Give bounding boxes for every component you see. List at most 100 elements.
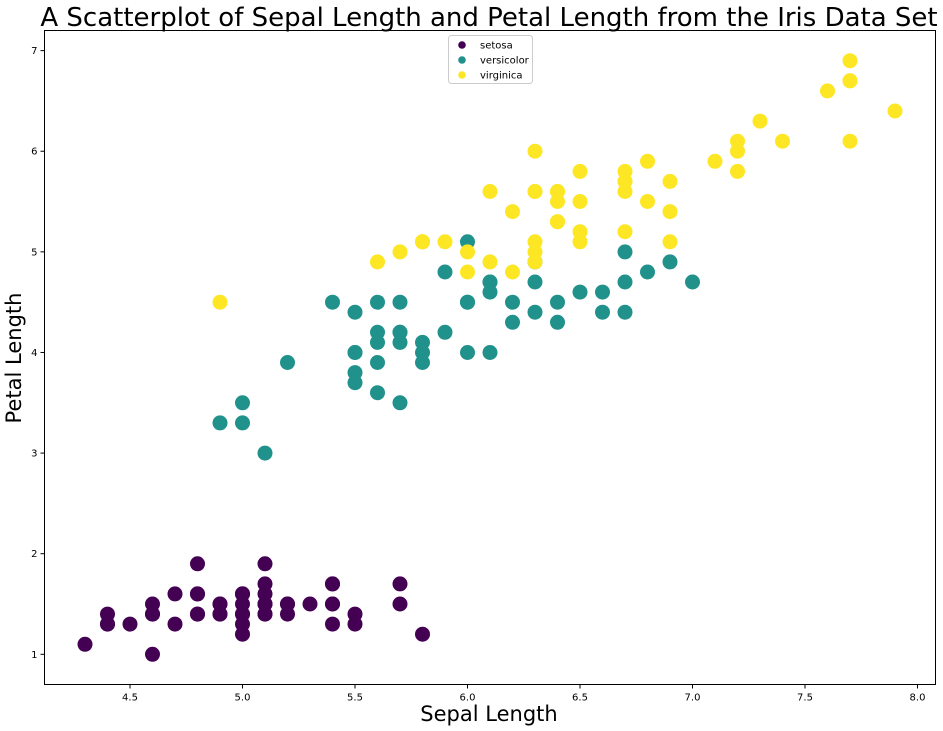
y-axis-label: Petal Length xyxy=(2,293,26,424)
versicolor-point xyxy=(415,345,430,360)
setosa-point xyxy=(167,586,183,602)
versicolor-point xyxy=(347,375,363,391)
virginica-point xyxy=(527,244,543,260)
virginica-point xyxy=(527,184,543,199)
virginica-point xyxy=(662,204,678,220)
virginica-point xyxy=(505,264,520,280)
virginica-point xyxy=(437,234,453,250)
virginica-point xyxy=(640,194,655,209)
setosa-point xyxy=(257,556,273,572)
setosa-point xyxy=(325,596,340,612)
y-tick-label: 4 xyxy=(31,348,37,359)
virginica-point xyxy=(460,264,475,280)
x-tick-label: 7.5 xyxy=(797,693,813,704)
setosa-point xyxy=(235,586,250,602)
x-tick-label: 6.5 xyxy=(572,693,588,704)
x-tick-label: 8.0 xyxy=(910,693,926,704)
virginica-point xyxy=(887,103,903,119)
versicolor-point xyxy=(460,294,475,310)
y-tick-label: 6 xyxy=(31,147,37,158)
versicolor-point xyxy=(640,264,655,280)
setosa-point xyxy=(190,606,205,622)
versicolor-point xyxy=(505,314,520,330)
versicolor-point xyxy=(527,274,543,290)
virginica-point xyxy=(640,153,655,169)
virginica-point xyxy=(730,143,745,159)
x-axis-label: Sepal Length xyxy=(420,702,557,726)
legend-label-virginica: virginica xyxy=(480,71,523,82)
versicolor-point xyxy=(347,345,363,360)
versicolor-point xyxy=(595,284,610,300)
y-axis-ticks: 1 2 3 4 5 6 7 xyxy=(31,46,45,661)
versicolor-point xyxy=(280,355,295,370)
setosa-point xyxy=(280,596,295,612)
legend-marker-versicolor xyxy=(458,56,466,64)
versicolor-point xyxy=(212,415,228,431)
x-tick-label: 5.5 xyxy=(347,693,363,704)
versicolor-point xyxy=(235,415,250,431)
y-tick-label: 1 xyxy=(31,650,37,661)
virginica-point xyxy=(482,184,498,199)
virginica-point xyxy=(730,163,745,179)
setosa-point xyxy=(212,606,228,622)
setosa-point xyxy=(235,606,250,622)
versicolor-point xyxy=(370,355,385,370)
virginica-point xyxy=(572,224,588,240)
virginica-point xyxy=(527,143,543,159)
legend: setosa versicolor virginica xyxy=(448,35,533,84)
x-tick-label: 5.0 xyxy=(235,693,251,704)
versicolor-point xyxy=(235,395,250,411)
setosa-point xyxy=(392,596,408,612)
setosa-point xyxy=(190,586,205,602)
setosa-point xyxy=(77,636,93,652)
versicolor-point xyxy=(347,304,363,320)
setosa-point xyxy=(122,616,138,632)
virginica-point xyxy=(707,153,723,169)
setosa-point xyxy=(347,616,363,632)
virginica-point xyxy=(842,133,858,149)
versicolor-point xyxy=(662,254,678,270)
virginica-point xyxy=(550,214,565,230)
virginica-point xyxy=(775,133,790,149)
setosa-point xyxy=(145,646,160,662)
virginica-point xyxy=(572,194,588,209)
versicolor-point xyxy=(572,284,588,300)
x-tick-label: 7.0 xyxy=(685,693,701,704)
versicolor-point xyxy=(370,294,385,310)
virginica-point xyxy=(392,244,408,260)
virginica-point xyxy=(820,83,835,99)
versicolor-point xyxy=(460,345,475,360)
virginica-point xyxy=(752,113,768,129)
legend-box xyxy=(448,35,533,84)
setosa-point xyxy=(325,576,340,592)
x-tick-label: 6.0 xyxy=(460,693,476,704)
virginica-point xyxy=(572,163,588,179)
versicolor-point xyxy=(482,345,498,360)
versicolor-point xyxy=(370,385,385,401)
virginica-point xyxy=(617,173,633,189)
setosa-point xyxy=(415,626,430,642)
setosa-point xyxy=(100,616,115,632)
points-layer xyxy=(77,53,903,662)
versicolor-point xyxy=(437,264,453,280)
y-tick-label: 5 xyxy=(31,247,37,258)
setosa-point xyxy=(325,616,340,632)
chart-title: A Scatterplot of Sepal Length and Petal … xyxy=(40,3,937,33)
versicolor-point xyxy=(550,314,565,330)
virginica-point xyxy=(550,194,565,209)
virginica-point xyxy=(505,204,520,220)
setosa-point xyxy=(167,616,183,632)
versicolor-point xyxy=(370,324,385,340)
x-axis-ticks: 4.5 5.0 5.5 6.0 6.5 7.0 7.5 8.0 xyxy=(122,684,926,704)
setosa-point xyxy=(145,606,160,622)
virginica-point xyxy=(415,234,430,250)
x-tick-label: 4.5 xyxy=(122,693,138,704)
versicolor-point xyxy=(617,244,633,260)
setosa-point xyxy=(392,576,408,592)
virginica-point xyxy=(662,173,678,189)
versicolor-point xyxy=(550,294,565,310)
virginica-point xyxy=(617,224,633,240)
legend-label-versicolor: versicolor xyxy=(480,56,530,67)
versicolor-point xyxy=(685,274,700,290)
